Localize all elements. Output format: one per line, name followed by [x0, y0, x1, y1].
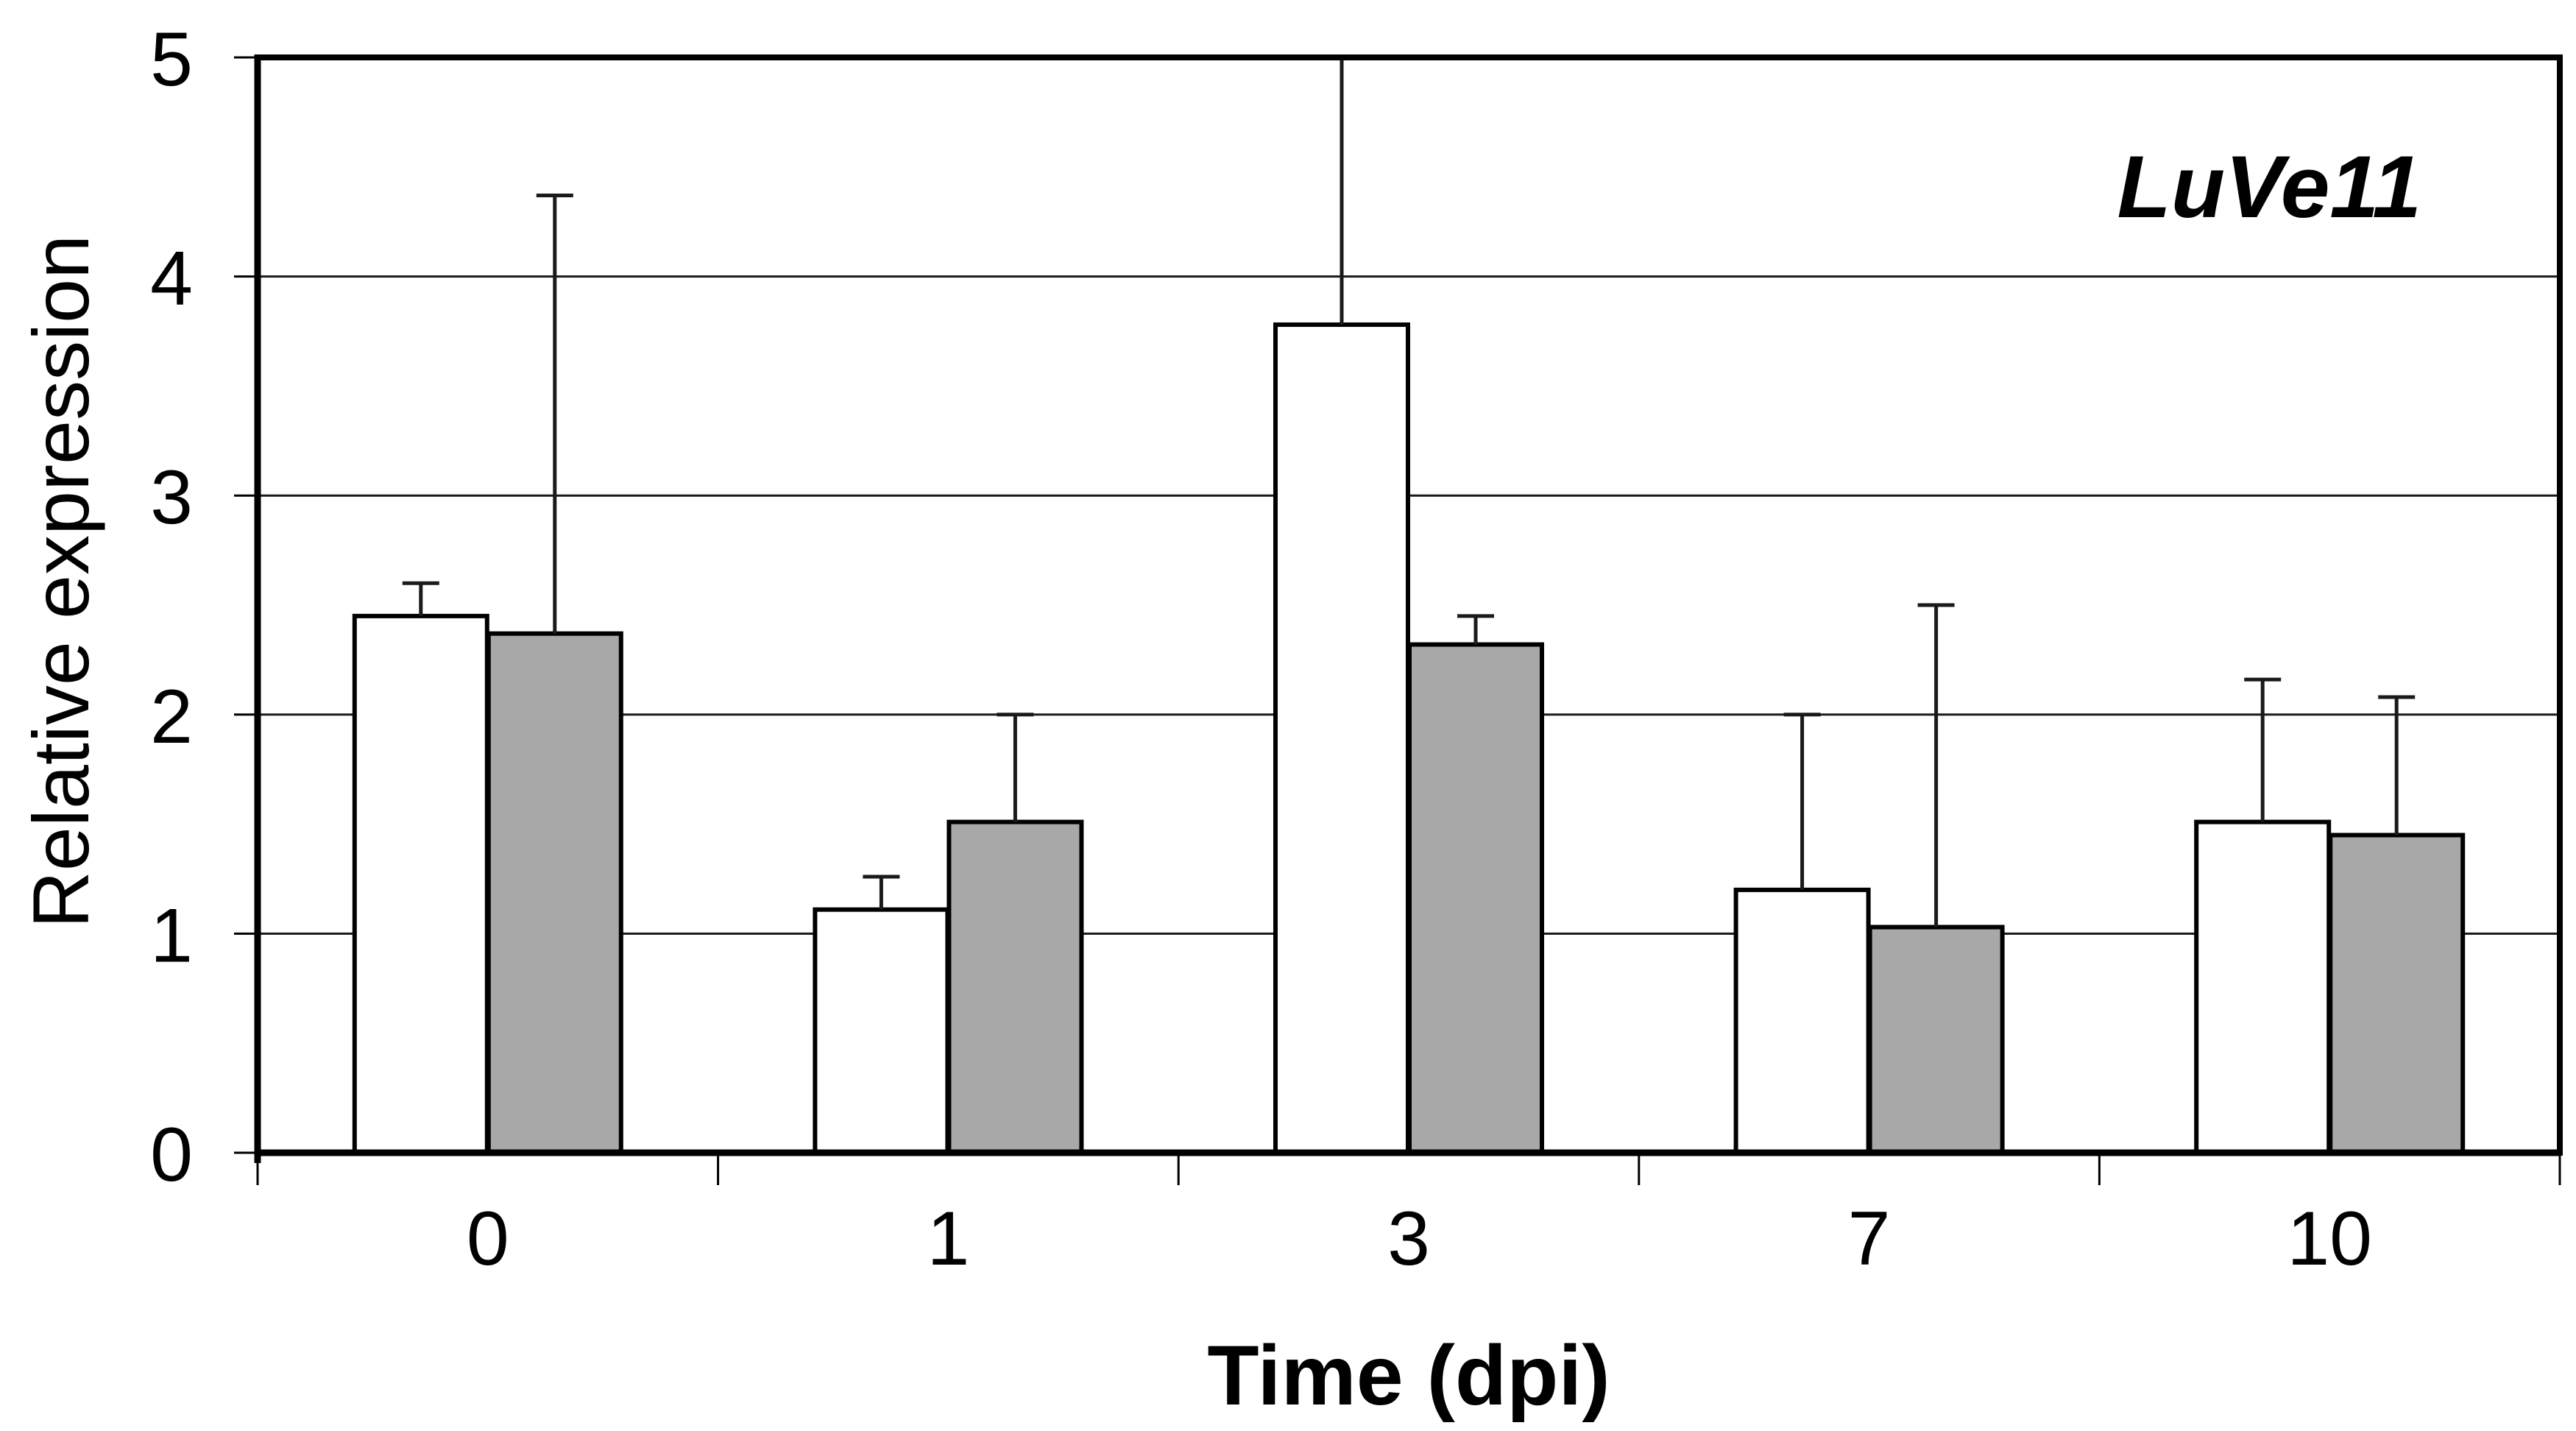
ticks-layer: [234, 56, 2561, 1185]
bar-control-white-t7: [1733, 887, 1871, 1155]
x-tick-label-0: 0: [467, 1196, 509, 1282]
bar-control-white-t3: [1273, 322, 1410, 1155]
x-axis-title: Time (dpi): [1207, 1329, 1610, 1423]
bar-treated-gray-t7: [1867, 925, 2005, 1156]
bar-treated-gray-t1: [946, 819, 1084, 1156]
error-bars-layer: [402, 57, 2416, 928]
y-tick-label-3: 3: [150, 455, 193, 540]
bar-control-white-t10: [2194, 819, 2332, 1156]
y-tick-label-1: 1: [150, 893, 193, 978]
x-tick-label-10: 10: [2287, 1196, 2372, 1282]
bar-control-white-t1: [813, 907, 950, 1155]
tick-labels-layer: 0 1 2 3 4 5 0 1 3 7 10: [150, 17, 2372, 1282]
y-tick-label-5: 5: [150, 17, 193, 102]
bar-treated-gray-t10: [2328, 833, 2466, 1155]
bar-treated-gray-t0: [486, 631, 623, 1155]
y-tick-label-2: 2: [150, 674, 193, 760]
x-tick-label-3: 3: [1387, 1196, 1430, 1282]
y-axis-title: Relative expression: [16, 235, 105, 928]
x-tick-label-7: 7: [1848, 1196, 1891, 1282]
bars-layer: [352, 322, 2466, 1156]
y-tick-label-0: 0: [150, 1112, 193, 1198]
plot-frame-layer: [254, 54, 2563, 1163]
gene-annotation: LuVe11: [2117, 138, 2422, 236]
y-tick-label-4: 4: [150, 236, 193, 322]
bar-control-white-t0: [352, 613, 489, 1155]
bar-treated-gray-t3: [1407, 642, 1544, 1155]
x-tick-label-1: 1: [927, 1196, 969, 1282]
